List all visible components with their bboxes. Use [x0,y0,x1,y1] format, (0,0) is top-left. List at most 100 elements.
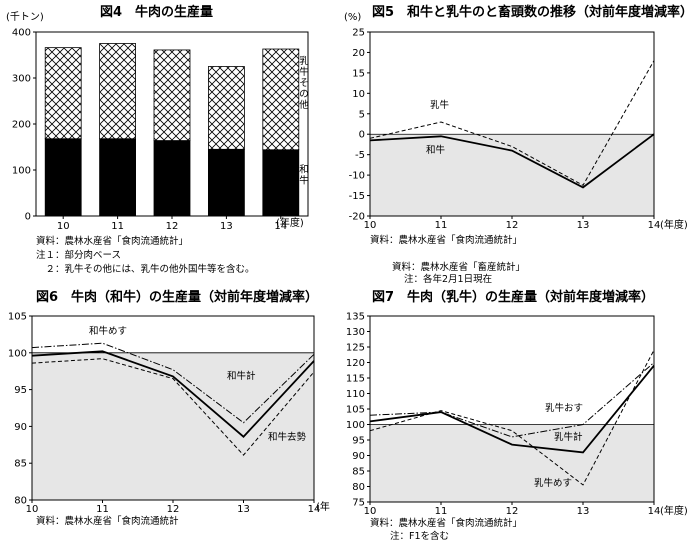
fig4-x-tick-2: 12 [166,221,179,232]
fig4-note-3: ２：乳牛その他には、乳牛の他外国牛等を含む。 [36,263,255,275]
fig4-bar-0-4 [262,149,300,217]
fig5-y-tick-0: -20 [349,212,365,223]
fig5-y-tick-5: 5 [359,109,365,120]
fig5-x-tick-2: 12 [506,220,519,231]
svg-text:他: 他 [299,99,309,111]
fig5-note-3: 注：各年2月1日現在 [404,273,492,285]
fig6-series-label-1: 和牛計 [227,370,256,382]
fig6-x-tick-0: 10 [26,504,39,515]
fig7-y-tick-5: 100 [346,420,365,431]
fig7-y-tick-11: 130 [346,327,365,338]
fig7-y-tick-1: 80 [352,482,365,493]
fig5-note-2: 資料：農林水産省「畜産統計」 [392,261,525,273]
fig4-bar-1-2 [153,49,191,141]
fig4-legend-series-0: 和牛 [299,164,309,186]
fig6-series-line-2 [31,358,315,456]
fig4-y-tick-3: 300 [12,74,31,85]
fig4-bar-1-4 [262,48,300,151]
fig7-y-tick-3: 90 [352,451,365,462]
fig7-series-label-1: 乳牛計 [554,431,583,443]
fig5-y-tick-4: 0 [359,130,365,141]
fig4-y-tick-4: 400 [12,28,31,39]
fig7-x-tick-2: 12 [506,506,519,517]
fig6-x-tick-3: 13 [237,504,250,515]
svg-text:牛: 牛 [299,174,309,186]
fig5-series-line-0 [369,60,655,186]
fig6-y-tick-2: 90 [14,422,27,433]
fig7-note-2: 注：F1を含む [390,530,449,542]
fig6-y-tick-1: 85 [14,459,27,470]
fig4-x-tick-1: 11 [111,221,124,232]
fig7-series-line-2 [369,349,655,486]
fig5-x-tick-0: 10 [364,220,377,231]
fig6-y-tick-5: 105 [8,312,27,323]
fig4-x-tick-0: 10 [57,221,70,232]
fig4-y-tick-2: 200 [12,120,31,131]
fig6-series-label-2: 和牛去勢 [268,431,307,443]
fig6-shaded-area [32,352,314,500]
fig4-x-tick-3: 13 [220,221,233,232]
fig7-shaded-area [370,424,654,502]
fig4-title: 図4 牛肉の生産量 [100,4,213,20]
fig5-shaded-area [370,134,654,216]
fig7-x-tick-0: 10 [364,506,377,517]
fig6-x-tick-4: 14 [308,504,321,515]
fig7-series-line-1 [369,365,655,454]
fig7-y-tick-4: 95 [352,436,365,447]
fig4-bar-1-0 [44,47,82,140]
fig7-y-tick-0: 75 [352,498,365,509]
fig7-x-tick-3: 13 [577,506,590,517]
fig4-bar-1-1 [99,43,136,140]
fig7-y-tick-9: 120 [346,358,365,369]
fig6-y-tick-0: 80 [14,496,27,507]
fig5-y-tick-2: -10 [349,171,365,182]
fig7-y-tick-12: 135 [346,312,365,323]
fig5-series-line-1 [369,133,655,189]
fig6-x-tick-1: 11 [96,504,109,515]
fig4-note-1: 資料：農林水産省「食肉流通統計」 [36,235,188,247]
fig5-y-tick-8: 20 [352,48,365,59]
fig7-y-tick-6: 105 [346,405,365,416]
fig4-y-tick-1: 100 [12,166,31,177]
fig7-x-suffix: (年度) [660,504,688,517]
fig7-x-tick-4: 14 [648,506,661,517]
fig6-x-tick-2: 12 [167,504,180,515]
svg-text:牛: 牛 [299,66,309,78]
fig6-y-tick-3: 95 [14,385,27,396]
fig7-y-tick-2: 85 [352,467,365,478]
svg-text:和: 和 [299,164,309,175]
fig6-y-tick-4: 100 [8,348,27,359]
fig7-y-tick-7: 110 [346,389,365,400]
fig7-y-tick-10: 125 [346,343,365,354]
fig4-bar-1-3 [207,66,245,150]
fig4-bar-0-1 [99,138,136,217]
fig7-chart: 図7 牛肉（乳牛）の生産量（対前年度増減率） 75 80 85 90 95 100 105 1… [346,289,688,542]
fig7-x-tick-1: 11 [435,506,448,517]
fig4-bar-0-0 [44,138,82,217]
fig6-series-line-0 [31,342,315,424]
fig5-x-tick-1: 11 [435,220,448,231]
fig6-chart: 図6 牛肉（和牛）の生産量（対前年度増減率） 80 85 90 95 100 105 10 1… [8,289,330,527]
fig7-series-label-2: 乳牛めす [534,477,572,489]
fig5-y-tick-3: -5 [355,150,365,161]
fig5-series-label-1: 和牛 [426,144,446,156]
fig7-note-1: 資料：農林水産省「食肉流通統計」 [370,517,522,529]
fig7-series-label-0: 乳牛おす [545,402,583,414]
fig5-y-tick-1: -15 [349,191,365,202]
fig5-y-tick-7: 15 [352,68,365,79]
fig5-x-suffix: (年度) [660,218,688,231]
fig7-y-tick-8: 115 [346,374,365,385]
svg-text:の: の [299,89,309,100]
fig6-series-label-0: 和牛めす [89,325,127,337]
fig4-unit: (千トン) [6,11,44,23]
fig4-x-tick-4: 14 [274,221,287,232]
fig5-unit: (%) [344,12,361,23]
fig4-y-tick-0: 0 [25,212,31,223]
fig4-x-suffix: (年度) [276,216,304,229]
svg-text:そ: そ [299,78,309,89]
fig5-title: 図5 和牛と乳牛のと畜頭数の推移（対前年度増減率） [372,4,693,20]
fig4-legend-series-1: 乳牛その他 [299,55,309,111]
fig5-series-label-0: 乳牛 [430,99,450,111]
fig7-title: 図7 牛肉（乳牛）の生産量（対前年度増減率） [372,289,654,305]
fig5-note-1: 資料：農林水産省「食肉流通統計」 [370,234,522,246]
